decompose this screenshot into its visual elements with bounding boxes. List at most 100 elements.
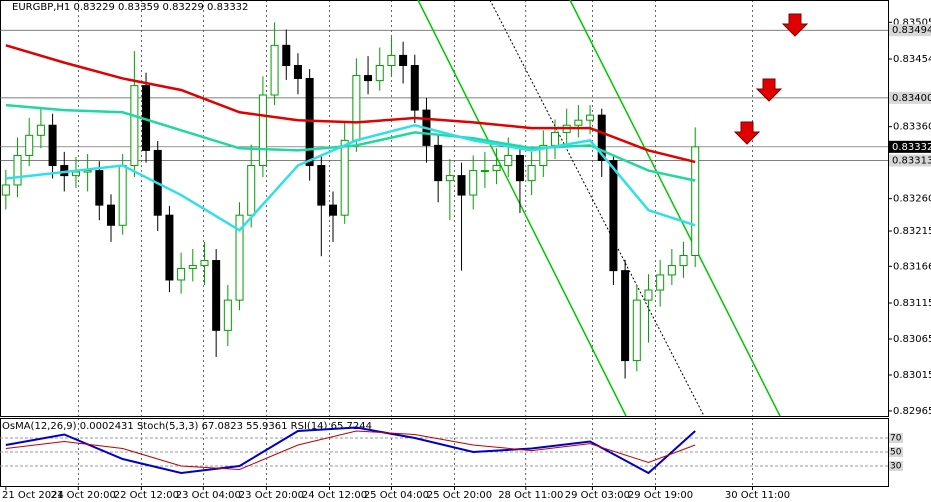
candle-body [644, 289, 653, 301]
y-tick-label: 0.83454 [893, 54, 931, 65]
candle-body [282, 44, 291, 66]
candle-body [36, 124, 45, 136]
price-tag [889, 154, 931, 167]
y-tick-label: 0.83015 [893, 370, 931, 381]
price-tag-label: 0.83313 [892, 155, 931, 166]
x-tick-label: 22 Oct 12:00 [114, 490, 179, 501]
candle-body [247, 165, 256, 216]
x-tick-label: 21 Oct 2024 [2, 490, 64, 501]
x-tick-label: 28 Oct 11:00 [498, 490, 563, 501]
y-tick-label: 50 [890, 448, 902, 458]
candle-body [597, 114, 606, 161]
candle-body [188, 265, 197, 269]
x-tick-label: 25 Oct 20:00 [427, 490, 492, 501]
last-price-label: 0.83332 [892, 142, 931, 153]
candle-body [539, 144, 548, 167]
level-tag [889, 433, 903, 443]
y-tick-label: 0.83065 [893, 334, 931, 345]
candle-body [235, 214, 244, 301]
trend-lines [417, 0, 781, 417]
chart-title: EURGBP,H1 0.83229 0.83359 0.83229 0.8333… [12, 2, 248, 13]
candle-body [106, 204, 116, 226]
candle-body [48, 124, 57, 167]
trend-line [569, 0, 781, 417]
y-tick-label: 0.83215 [893, 226, 931, 237]
stochastic-line [5, 430, 696, 471]
y-tick-label: 0.83260 [893, 194, 931, 205]
y-tick-label: 0.83360 [893, 122, 931, 133]
candle-body [328, 204, 338, 216]
y-tick-label: 70 [890, 434, 902, 444]
candle-body [527, 165, 536, 182]
candle-body [667, 265, 676, 276]
level-tag [889, 461, 903, 471]
candle-body [340, 139, 349, 216]
trend-line [489, 0, 705, 417]
trend-line [417, 0, 627, 417]
candle-body [177, 267, 186, 281]
sell-arrow [781, 13, 809, 37]
price-tag [889, 24, 931, 37]
candle-body [375, 64, 384, 82]
level-tag [889, 447, 903, 457]
candle-body [200, 260, 209, 267]
candle-body [71, 171, 80, 177]
candle-body [364, 75, 373, 82]
candle-body [165, 214, 174, 281]
main-pane [0, 0, 889, 417]
candle-body [656, 274, 665, 291]
x-tick-label: 23 Oct 20:00 [239, 490, 304, 501]
candle-body [574, 119, 583, 126]
candle-body [25, 134, 34, 156]
candle-body [586, 114, 595, 121]
candle-body [399, 54, 408, 66]
moving-average [5, 123, 696, 232]
stochastic-line [5, 426, 696, 475]
candle-body [632, 299, 641, 362]
sell-arrow [733, 121, 761, 145]
candle-body [480, 170, 489, 173]
arrows [733, 13, 809, 145]
candle-body [679, 255, 688, 267]
candle-body [515, 154, 524, 182]
price-tag [889, 91, 931, 104]
candle-body [212, 260, 221, 331]
candle-body [317, 165, 326, 206]
y-tick-label: 0.83115 [893, 298, 931, 309]
candle-body [621, 270, 630, 362]
candle-body [270, 44, 279, 96]
moving-average [5, 103, 696, 182]
candle-body [469, 170, 478, 196]
price-tag-label: 0.83494 [892, 25, 931, 36]
sell-arrow [755, 78, 783, 102]
x-tick-label: 21 Oct 20:00 [51, 490, 116, 501]
candle-body [118, 165, 127, 226]
candle-body [130, 85, 139, 167]
moving-average [5, 44, 696, 164]
candle-body [387, 54, 396, 66]
y-tick-label: 30 [890, 462, 902, 472]
x-tick-label: 30 Oct 11:00 [725, 490, 790, 501]
candle-body [457, 175, 466, 196]
candle-body [691, 146, 700, 257]
candle-body [13, 154, 22, 186]
x-tick-label: 29 Oct 19:00 [628, 490, 693, 501]
candle-body [492, 165, 501, 172]
candle-body [504, 154, 513, 167]
candle-body [410, 64, 419, 111]
candle-body [550, 131, 560, 146]
indicator-title: OsMA(12,26,9) 0.0002431 Stoch(5,3,3) 67.… [2, 421, 372, 432]
x-tick-label: 23 Oct 04:00 [176, 490, 241, 501]
candle-body [352, 75, 361, 141]
candle-body [293, 64, 302, 79]
candle-body [609, 159, 618, 272]
last-price-tag [889, 140, 931, 153]
price-tag-label: 0.83400 [892, 93, 931, 104]
candle-body [1, 184, 10, 196]
candle-body [223, 299, 232, 331]
y-tick-label: 0.83505 [893, 17, 931, 28]
y-tick-label: 0.83166 [893, 261, 931, 272]
y-tick-label: 0.82965 [893, 406, 931, 417]
candle-body [258, 94, 267, 167]
